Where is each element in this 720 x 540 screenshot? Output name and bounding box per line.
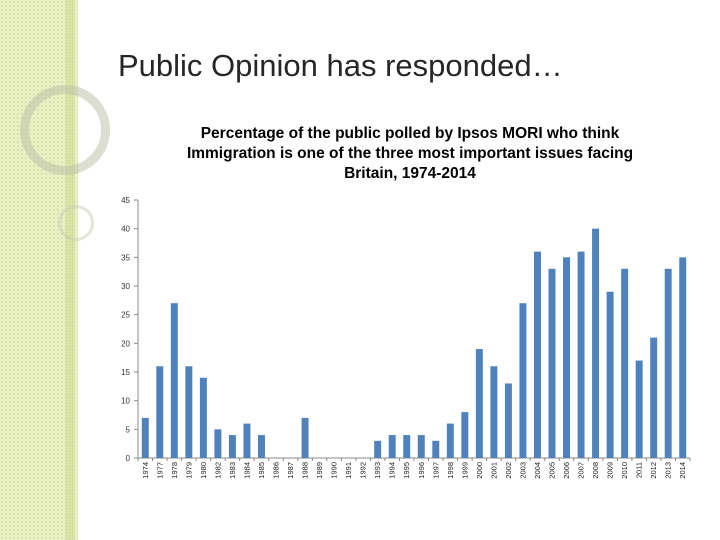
bar xyxy=(301,417,309,458)
bar xyxy=(243,423,251,458)
bar xyxy=(446,423,454,458)
bar xyxy=(635,360,643,458)
x-tick-label: 2001 xyxy=(489,462,498,479)
ring-decoration-small xyxy=(58,205,94,241)
bar xyxy=(650,337,658,458)
x-tick-label: 1982 xyxy=(213,462,222,479)
bar xyxy=(664,268,672,458)
x-tick-label: 1995 xyxy=(402,462,411,479)
y-tick-label: 35 xyxy=(121,253,130,262)
x-tick-label: 1985 xyxy=(257,462,266,479)
bar xyxy=(461,412,469,458)
y-tick-label: 15 xyxy=(121,368,130,377)
y-tick-label: 40 xyxy=(121,225,130,234)
bar xyxy=(475,349,483,458)
bar xyxy=(519,303,527,458)
bar xyxy=(141,417,149,458)
x-tick-label: 1990 xyxy=(330,462,339,479)
y-tick-label: 45 xyxy=(121,196,130,205)
x-tick-label: 1986 xyxy=(272,462,281,479)
bar xyxy=(563,257,571,458)
y-tick-label: 10 xyxy=(121,397,130,406)
bar xyxy=(199,377,207,458)
y-tick-label: 0 xyxy=(126,454,131,463)
x-tick-label: 2012 xyxy=(649,462,658,479)
x-tick-label: 1994 xyxy=(388,462,397,479)
x-tick-label: 1989 xyxy=(315,462,324,479)
bar xyxy=(156,366,164,458)
x-tick-label: 1996 xyxy=(417,462,426,479)
bar xyxy=(679,257,687,458)
y-tick-label: 20 xyxy=(121,339,130,348)
y-tick-label: 25 xyxy=(121,311,130,320)
bar xyxy=(621,268,629,458)
x-tick-label: 1987 xyxy=(286,462,295,479)
x-tick-label: 2008 xyxy=(591,462,600,479)
bar xyxy=(592,228,600,458)
x-tick-label: 2007 xyxy=(577,462,586,479)
bar xyxy=(577,251,585,458)
bar xyxy=(374,440,382,458)
bar xyxy=(548,268,556,458)
x-tick-label: 1984 xyxy=(242,462,251,479)
bar xyxy=(533,251,541,458)
slide-title: Public Opinion has responded… xyxy=(118,48,563,83)
x-tick-label: 1997 xyxy=(431,462,440,479)
bar xyxy=(170,303,178,458)
x-tick-label: 1980 xyxy=(199,462,208,479)
bar xyxy=(257,435,265,458)
x-tick-label: 1993 xyxy=(373,462,382,479)
x-tick-label: 1988 xyxy=(301,462,310,479)
x-tick-label: 1983 xyxy=(228,462,237,479)
bar xyxy=(417,435,425,458)
x-tick-label: 1979 xyxy=(184,462,193,479)
x-tick-label: 1999 xyxy=(460,462,469,479)
y-tick-label: 5 xyxy=(126,425,131,434)
bar xyxy=(214,429,222,458)
x-tick-label: 2009 xyxy=(606,462,615,479)
ring-decoration-large xyxy=(20,85,110,175)
x-tick-label: 1974 xyxy=(141,462,150,479)
bar xyxy=(432,440,440,458)
x-tick-label: 2005 xyxy=(548,462,557,479)
bar xyxy=(185,366,193,458)
y-tick-label: 30 xyxy=(121,282,130,291)
x-tick-label: 2000 xyxy=(475,462,484,479)
x-tick-label: 2002 xyxy=(504,462,513,479)
bar xyxy=(403,435,411,458)
sidebar-stripe xyxy=(65,0,75,540)
x-tick-label: 2013 xyxy=(664,462,673,479)
x-tick-label: 1991 xyxy=(344,462,353,479)
x-tick-label: 2014 xyxy=(678,462,687,479)
x-tick-label: 1992 xyxy=(359,462,368,479)
x-tick-label: 2006 xyxy=(562,462,571,479)
x-tick-label: 2003 xyxy=(518,462,527,479)
bar xyxy=(504,383,512,458)
x-tick-label: 1998 xyxy=(446,462,455,479)
bar xyxy=(228,435,236,458)
bar xyxy=(388,435,396,458)
x-tick-label: 1977 xyxy=(155,462,164,479)
x-tick-label: 1978 xyxy=(170,462,179,479)
chart-title: Percentage of the public polled by Ipsos… xyxy=(186,125,634,182)
bar xyxy=(490,366,498,458)
x-tick-label: 2004 xyxy=(533,462,542,479)
x-tick-label: 2010 xyxy=(620,462,629,479)
x-tick-label: 2011 xyxy=(635,462,644,478)
bar xyxy=(606,291,614,458)
